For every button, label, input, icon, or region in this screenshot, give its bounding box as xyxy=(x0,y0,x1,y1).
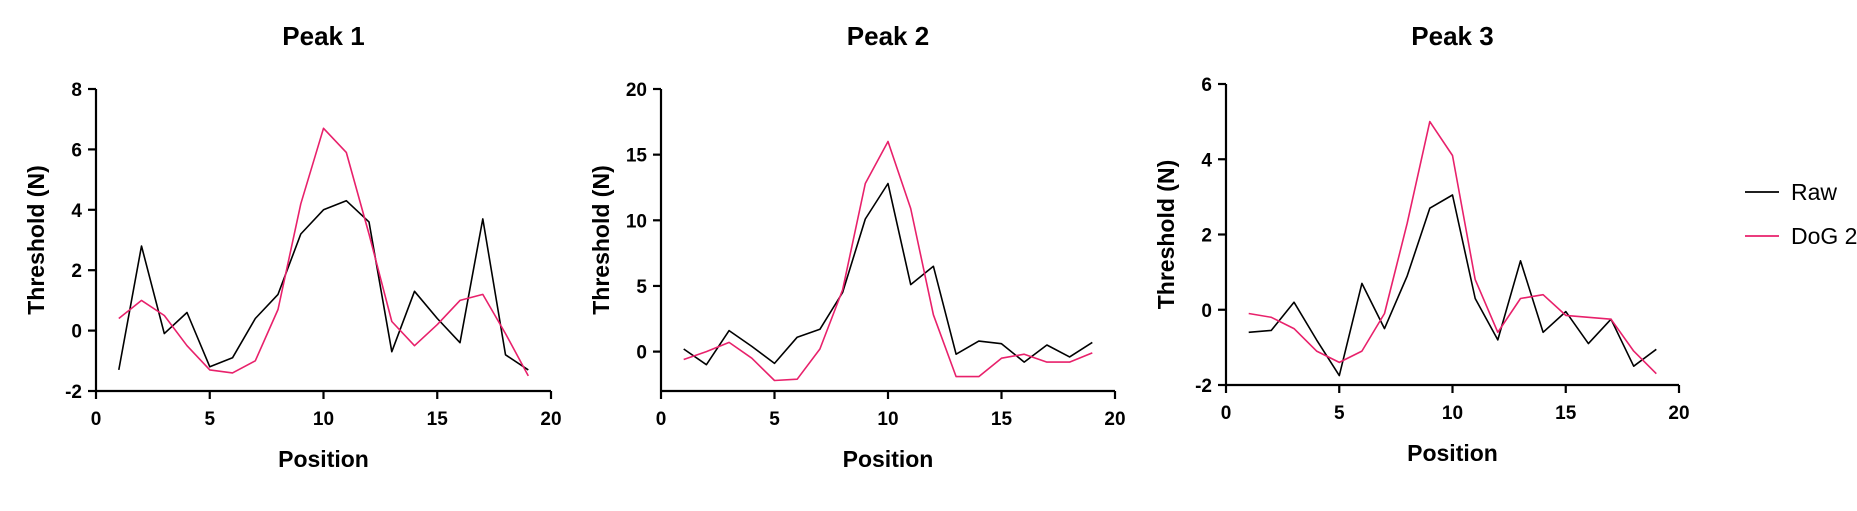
x-tick-label: 5 xyxy=(204,409,215,430)
x-tick-label: 20 xyxy=(1104,409,1125,430)
y-tick-label: 2 xyxy=(1201,226,1212,247)
x-axis-label: Position xyxy=(1407,440,1498,466)
chart-panel-3: Peak 3 -2 0 2 4 6 0 5 10 15 20 Position Threshold (N… xyxy=(1153,21,1690,466)
y-tick-label: 2 xyxy=(71,261,82,282)
y-axis-label: Threshold (N) xyxy=(588,165,614,315)
x-tick-label: 15 xyxy=(991,409,1013,430)
x-tick-label: 20 xyxy=(540,409,561,430)
series-line-dog xyxy=(118,127,530,377)
y-axis-label: Threshold (N) xyxy=(1153,160,1179,310)
y-tick-label: 0 xyxy=(71,322,82,343)
y-tick-label: 0 xyxy=(1201,301,1212,322)
x-tick-label: 20 xyxy=(1668,403,1689,424)
y-tick-label: 5 xyxy=(636,277,647,298)
x-axis-label: Position xyxy=(278,446,369,472)
y-tick-label: 4 xyxy=(71,201,82,222)
legend-label: DoG 2.0 xyxy=(1791,223,1857,249)
y-tick-label: 8 xyxy=(71,80,82,101)
x-tick-label: 0 xyxy=(656,409,667,430)
y-axis-label: Threshold (N) xyxy=(23,165,49,315)
chart-title: Peak 3 xyxy=(1411,21,1493,51)
series-line-dog xyxy=(683,140,1093,382)
series-line-dog xyxy=(1248,120,1657,375)
y-tick-label: 0 xyxy=(636,343,647,364)
y-tick-label: 6 xyxy=(1201,75,1212,96)
x-tick-label: 15 xyxy=(427,409,449,430)
y-tick-label: 4 xyxy=(1201,150,1212,171)
y-tick-label: 15 xyxy=(626,146,648,167)
chart-title: Peak 2 xyxy=(847,21,929,51)
y-tick-label: 10 xyxy=(626,211,647,232)
y-tick-label: 6 xyxy=(71,140,82,161)
chart-panel-2: Peak 2 0 5 10 15 20 0 5 10 15 20 Position Threshold … xyxy=(588,21,1126,472)
legend: Raw DoG 2.0 xyxy=(1745,179,1857,249)
series-line-raw xyxy=(683,182,1093,366)
x-tick-label: 0 xyxy=(91,409,102,430)
legend-label: Raw xyxy=(1791,179,1837,205)
x-tick-label: 0 xyxy=(1221,403,1232,424)
x-tick-label: 10 xyxy=(1442,403,1463,424)
y-tick-label: 20 xyxy=(626,80,647,101)
x-tick-label: 5 xyxy=(769,409,780,430)
x-axis-label: Position xyxy=(843,446,934,472)
series-line-raw xyxy=(118,199,529,371)
series-line-raw xyxy=(1248,194,1657,377)
x-tick-label: 5 xyxy=(1334,403,1345,424)
chart-panel-1: Peak 1 -2 0 2 4 6 8 0 5 10 15 20 Position Threshold (… xyxy=(23,21,562,472)
x-tick-label: 15 xyxy=(1555,403,1577,424)
chart-title: Peak 1 xyxy=(282,21,364,51)
x-tick-label: 10 xyxy=(877,409,898,430)
x-tick-label: 10 xyxy=(313,409,334,430)
y-tick-label: -2 xyxy=(1195,376,1212,397)
y-tick-label: -2 xyxy=(65,382,82,403)
